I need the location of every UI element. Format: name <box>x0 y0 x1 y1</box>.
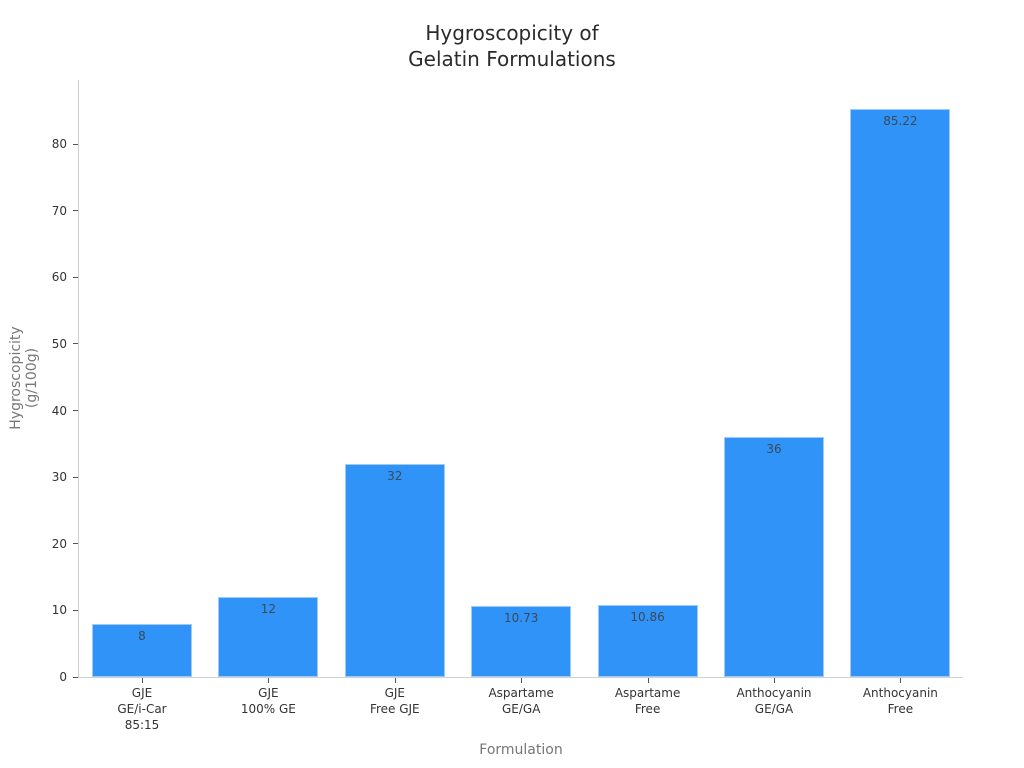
bar[interactable]: 10.73 <box>471 605 572 677</box>
y-tick: 50 <box>40 337 78 351</box>
y-tick-label: 70 <box>51 203 67 218</box>
x-tick-label-line: GE/GA <box>501 702 541 716</box>
x-tick-label: Aspartame Free <box>588 685 708 717</box>
x-tick-mark <box>900 678 901 683</box>
y-axis-label-line-2: (g/100g) <box>24 347 40 409</box>
chart-title-line-2: Gelatin Formulations <box>408 47 616 71</box>
x-tick-label-line: GE/i-Car <box>117 702 167 716</box>
x-axis-label: Formulation <box>479 742 563 758</box>
bar[interactable]: 12 <box>218 597 319 677</box>
x-tick-mark <box>142 678 143 683</box>
y-axis-label-line-1: Hygroscopicity <box>8 326 24 430</box>
y-tick-label: 50 <box>51 336 67 351</box>
chart-title: Hygroscopicity of Gelatin Formulations <box>0 20 1024 72</box>
x-tick-label: Anthocyanin Free <box>840 685 960 717</box>
x-tick-label-line: GJE <box>131 686 153 700</box>
y-tick-mark <box>73 210 78 212</box>
y-tick-mark <box>73 343 78 345</box>
y-tick-mark <box>73 276 78 278</box>
bar-value-label: 36 <box>766 442 782 457</box>
chart-title-line-1: Hygroscopicity of <box>425 21 599 45</box>
x-tick-label: Aspartame GE/GA <box>461 685 581 717</box>
y-tick-mark <box>73 676 78 678</box>
y-tick-label: 10 <box>51 603 67 618</box>
x-tick-label: GJE GE/i-Car 85:15 <box>82 685 202 733</box>
x-tick-mark <box>395 678 396 683</box>
bar-value-label: 12 <box>260 602 277 617</box>
x-tick-label-line: GJE <box>384 686 405 700</box>
x-axis-line <box>78 677 963 678</box>
bar-value-label: 85.22 <box>883 114 918 129</box>
y-tick: 20 <box>40 537 78 551</box>
y-tick-label: 0 <box>59 670 67 684</box>
x-tick-mark <box>774 678 775 683</box>
y-tick-label: 30 <box>51 470 67 485</box>
x-tick-label-line: Aspartame <box>488 686 554 700</box>
y-tick-mark <box>73 476 78 478</box>
bar-value-label: 10.86 <box>630 609 665 624</box>
y-tick: 10 <box>40 603 78 617</box>
x-tick-mark <box>521 678 522 683</box>
x-tick-label-line: 85:15 <box>124 718 160 732</box>
y-tick-mark <box>73 609 78 611</box>
y-axis-label: Hygroscopicity (g/100g) <box>8 326 40 429</box>
x-tick-label-line: Aspartame <box>614 686 681 700</box>
bar-value-label: 32 <box>387 468 403 483</box>
x-tick-label-line: GE/GA <box>754 702 794 716</box>
bar[interactable]: 10.86 <box>597 604 698 677</box>
bar[interactable]: 85.22 <box>850 109 951 677</box>
x-tick-label-line: Anthocyanin <box>862 686 938 700</box>
x-tick-label-line: Free GJE <box>369 702 420 716</box>
x-tick-label: GJE 100% GE <box>208 685 328 717</box>
y-tick: 30 <box>40 470 78 484</box>
bar[interactable]: 8 <box>92 623 192 677</box>
x-tick-mark <box>648 678 649 683</box>
y-tick-label: 40 <box>51 403 67 418</box>
bar-value-label: 10.73 <box>504 610 539 625</box>
x-tick-label-line: 100% GE <box>240 702 296 716</box>
y-tick-mark <box>73 543 78 545</box>
y-tick-label: 20 <box>51 536 67 551</box>
bar[interactable]: 36 <box>724 437 824 677</box>
x-tick-label-line: Free <box>634 702 661 716</box>
y-axis-line <box>78 80 79 678</box>
bar-value-label: 8 <box>138 628 146 643</box>
y-tick-label: 80 <box>51 137 67 151</box>
x-tick-mark <box>268 678 269 683</box>
y-tick: 80 <box>40 137 78 151</box>
x-tick-label-line: GJE <box>258 686 279 700</box>
y-tick: 0 <box>40 670 78 684</box>
y-tick-label: 60 <box>51 270 67 285</box>
x-tick-label-line: Free <box>887 702 914 716</box>
x-tick-label: GJE Free GJE <box>335 685 455 717</box>
y-tick: 40 <box>40 404 78 418</box>
bar[interactable]: 32 <box>344 463 445 677</box>
y-tick: 60 <box>40 270 78 284</box>
x-tick-label: Anthocyanin GE/GA <box>714 685 834 717</box>
x-tick-label-line: Anthocyanin <box>736 686 812 700</box>
y-tick-mark <box>73 143 78 145</box>
y-tick: 70 <box>40 204 78 218</box>
y-tick-mark <box>73 410 78 411</box>
